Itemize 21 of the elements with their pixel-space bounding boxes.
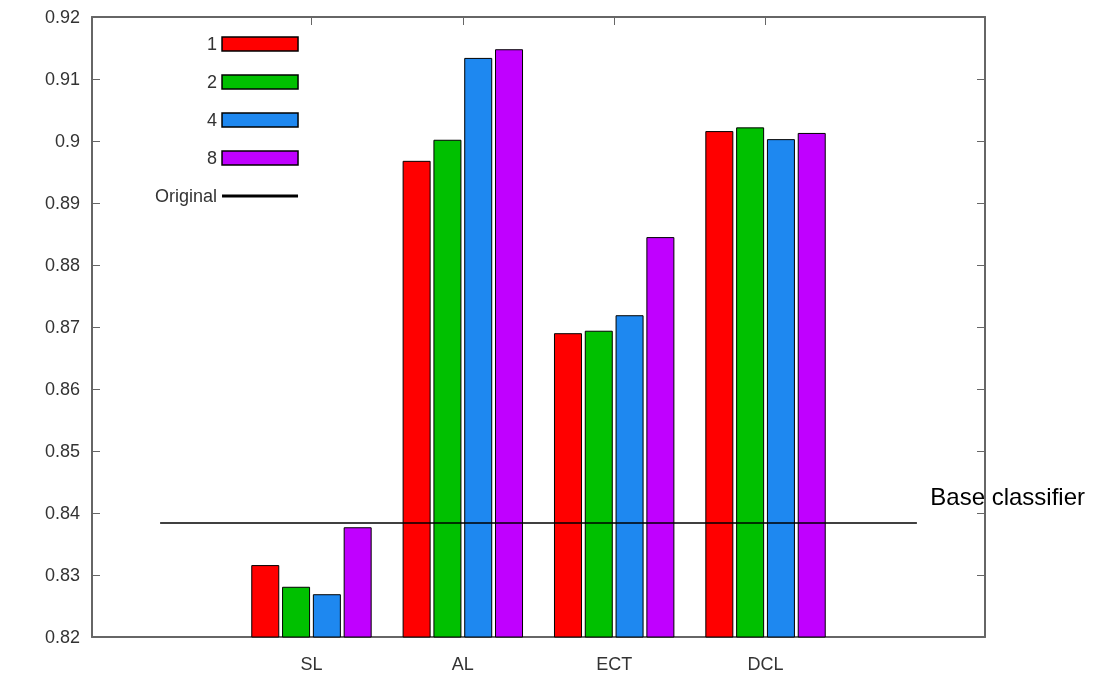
x-tick-label: SL xyxy=(300,654,323,674)
y-tick-label: 0.89 xyxy=(44,193,80,213)
x-tick-label: ECT xyxy=(596,654,633,674)
y-tick-label: 0.86 xyxy=(44,379,80,399)
y-tick-label: 0.85 xyxy=(44,441,80,461)
legend-label: 2 xyxy=(207,72,218,92)
y-tick-label: 0.83 xyxy=(44,565,80,585)
legend-label: 8 xyxy=(207,148,218,168)
y-tick-label: 0.91 xyxy=(44,69,80,89)
text: Base classifier xyxy=(930,482,1086,510)
y-tick-label: 0.82 xyxy=(44,627,80,647)
legend-label: Original xyxy=(154,186,218,206)
x-tick-label: DCL xyxy=(747,654,784,674)
y-tick-label: 0.84 xyxy=(44,503,80,523)
y-tick-label: 0.88 xyxy=(44,255,80,275)
y-tick-label: 0.9 xyxy=(54,131,80,151)
y-tick-label: 0.87 xyxy=(44,317,80,337)
y-tick-label: 0.92 xyxy=(44,7,80,27)
x-tick-label: AL xyxy=(451,654,474,674)
legend-label: 4 xyxy=(207,110,218,130)
legend-label: 1 xyxy=(207,34,218,54)
